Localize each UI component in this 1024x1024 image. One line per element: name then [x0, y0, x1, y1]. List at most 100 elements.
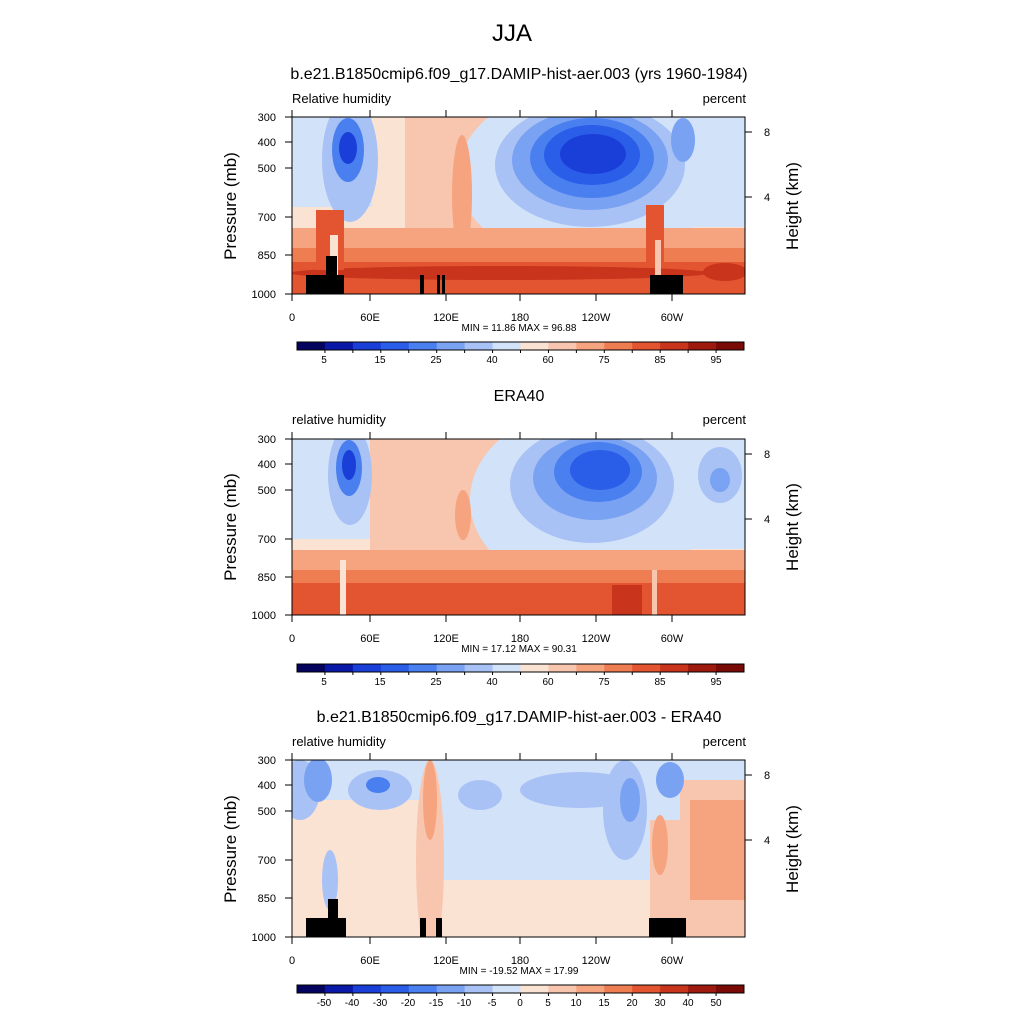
- colorbar-swatch: [464, 985, 494, 993]
- y-right-tick-label: 8: [764, 127, 770, 139]
- y-right-axis-label: Height (km): [783, 805, 802, 893]
- panel-title: b.e21.B1850cmip6.f09_g17.DAMIP-hist-aer.…: [317, 709, 722, 726]
- x-tick-label: 180: [511, 633, 529, 645]
- colorbar-label: -40: [345, 998, 360, 1009]
- x-tick-label: 0: [289, 955, 295, 967]
- colorbar-label: 40: [682, 998, 694, 1009]
- variable-label: relative humidity: [292, 734, 386, 749]
- contour-field: [292, 760, 745, 937]
- y-right-tick-label: 4: [764, 192, 770, 204]
- y-right-tick-label: 8: [764, 449, 770, 461]
- colorbar: [296, 341, 745, 353]
- x-axis: [291, 432, 673, 622]
- colorbar-swatch: [716, 342, 745, 350]
- colorbar-label: 0: [517, 998, 523, 1009]
- colorbar-swatch: [548, 985, 577, 993]
- topography-mask: [306, 256, 683, 294]
- y-tick-label: 500: [258, 485, 276, 497]
- x-tick-label: 60E: [360, 312, 380, 324]
- min-max-stats: MIN = 17.12 MAX = 90.31: [461, 644, 577, 655]
- min-max-stats: MIN = 11.86 MAX = 96.88: [462, 323, 577, 334]
- x-tick-label: 120E: [433, 955, 459, 967]
- x-axis: [291, 753, 673, 944]
- colorbar-swatch: [464, 664, 494, 672]
- y-tick-label: 850: [258, 893, 276, 905]
- colorbar-label: 15: [598, 998, 610, 1009]
- y-axis-label: Pressure (mb): [221, 473, 240, 581]
- y-tick-label: 300: [258, 755, 276, 767]
- colorbar-label: 75: [598, 355, 610, 366]
- colorbar-swatch: [520, 985, 549, 993]
- colorbar-swatch: [632, 664, 661, 672]
- y-right-axis-label: Height (km): [783, 162, 802, 250]
- y-right-axis-label: Height (km): [783, 483, 802, 571]
- colorbar-label: 50: [710, 998, 722, 1009]
- colorbar-swatch: [436, 664, 466, 672]
- x-tick-label: 120E: [433, 633, 459, 645]
- y-tick-label: 300: [258, 434, 276, 446]
- colorbar: [296, 663, 745, 675]
- colorbar-swatch: [297, 342, 326, 350]
- colorbar-swatch: [576, 342, 605, 350]
- colorbar-labels: -50 -40 -30 -20 -15 -10 -5 0 5 10 15 20 …: [317, 998, 722, 1009]
- colorbar-labels: 5 15 25 40 60 75 85 95: [321, 677, 722, 688]
- colorbar-label: 60: [542, 677, 554, 688]
- colorbar-label: 40: [486, 355, 498, 366]
- y-tick-labels: 300 400 500 700 850 1000: [252, 434, 276, 622]
- colorbar-swatch: [520, 664, 549, 672]
- y-tick-label: 400: [258, 459, 276, 471]
- colorbar-swatch: [352, 985, 382, 993]
- y-right-tick-label: 8: [764, 770, 770, 782]
- colorbar-swatch: [408, 342, 438, 350]
- x-tick-label: 60W: [661, 955, 684, 967]
- colorbar-swatch: [520, 342, 549, 350]
- topography-mask: [306, 899, 686, 937]
- units-label: percent: [703, 412, 747, 427]
- y-axis-ticks: [285, 438, 752, 616]
- colorbar-label: 95: [710, 677, 722, 688]
- colorbar-label: 20: [626, 998, 638, 1009]
- colorbar-labels: 5 15 25 40 60 75 85 95: [321, 355, 722, 366]
- colorbar-label: 15: [374, 355, 386, 366]
- colorbar-label: 75: [598, 677, 610, 688]
- colorbar-swatch: [576, 664, 605, 672]
- x-tick-label: 0: [289, 633, 295, 645]
- colorbar-swatch: [576, 985, 605, 993]
- y-tick-label: 700: [258, 855, 276, 867]
- colorbar-label: -5: [488, 998, 497, 1009]
- colorbar-label: 5: [321, 355, 327, 366]
- colorbar-swatch: [352, 664, 382, 672]
- units-label: percent: [703, 91, 747, 106]
- colorbar-swatch: [436, 985, 466, 993]
- colorbar-swatch: [632, 342, 661, 350]
- panel-title: ERA40: [494, 388, 545, 405]
- x-tick-label: 180: [511, 312, 529, 324]
- panel-title: b.e21.B1850cmip6.f09_g17.DAMIP-hist-aer.…: [290, 66, 747, 83]
- colorbar-swatch: [660, 664, 689, 672]
- colorbar-label: -15: [429, 998, 444, 1009]
- y-tick-label: 1000: [252, 932, 276, 944]
- x-tick-labels: 0 60E 120E 180 120W 60W: [289, 955, 684, 967]
- colorbar-swatch: [492, 985, 521, 993]
- colorbar-swatch: [324, 664, 354, 672]
- y-tick-label: 1000: [252, 289, 276, 301]
- colorbar-label: -50: [317, 998, 332, 1009]
- colorbar-swatch: [604, 985, 633, 993]
- colorbar-label: -20: [401, 998, 416, 1009]
- colorbar-swatch: [660, 985, 689, 993]
- colorbar-swatch: [716, 664, 745, 672]
- y-tick-label: 700: [258, 534, 276, 546]
- colorbar-swatch: [380, 985, 410, 993]
- figure-title: JJA: [491, 20, 532, 47]
- colorbar-label: 85: [654, 677, 666, 688]
- y-tick-label: 850: [258, 572, 276, 584]
- y-tick-labels: 300 400 500 700 850 1000: [252, 112, 276, 301]
- colorbar-label: -10: [457, 998, 472, 1009]
- colorbar-label: 15: [374, 677, 386, 688]
- x-tick-label: 60W: [661, 633, 684, 645]
- y-right-tick-label: 4: [764, 835, 770, 847]
- y-right-tick-label: 4: [764, 514, 770, 526]
- x-tick-label: 120W: [582, 955, 611, 967]
- x-tick-labels: 0 60E 120E 180 120W 60W: [289, 633, 684, 645]
